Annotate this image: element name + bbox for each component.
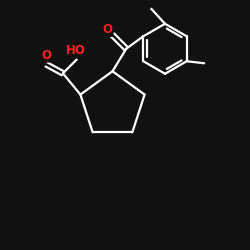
Text: O: O (42, 48, 52, 62)
Text: O: O (102, 23, 113, 36)
Text: HO: HO (66, 44, 85, 57)
